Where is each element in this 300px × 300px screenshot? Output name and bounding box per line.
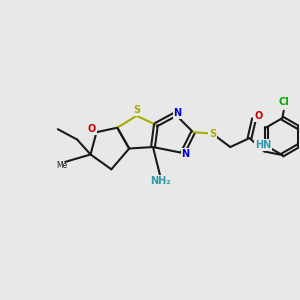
Text: S: S xyxy=(209,129,216,139)
Text: NH₂: NH₂ xyxy=(150,176,171,186)
Text: HN: HN xyxy=(255,140,271,150)
Text: Cl: Cl xyxy=(278,98,289,107)
Text: O: O xyxy=(254,111,262,122)
Text: N: N xyxy=(174,108,182,118)
Text: N: N xyxy=(182,149,190,160)
Text: O: O xyxy=(88,124,96,134)
Text: S: S xyxy=(133,106,140,116)
Text: Me: Me xyxy=(57,161,68,170)
